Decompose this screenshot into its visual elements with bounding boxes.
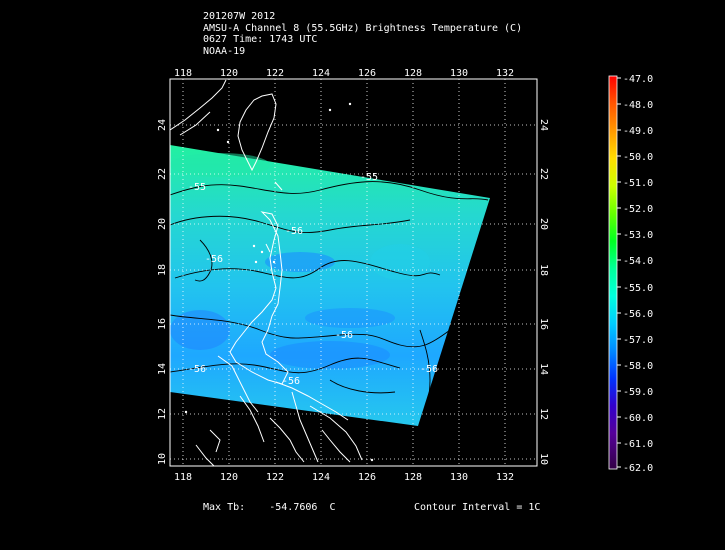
colorbar-label: -54.0: [623, 256, 653, 267]
colorbar-label: -56.0: [623, 309, 653, 320]
lat-tick: 16: [538, 318, 549, 330]
lat-tick: 18: [538, 264, 549, 276]
satellite-line: NOAA-19: [203, 45, 246, 57]
luzon-coastline: [229, 211, 289, 385]
colorbar-label: -48.0: [623, 100, 653, 111]
contour-label: -56: [335, 330, 353, 341]
lon-tick: 132: [496, 68, 514, 79]
brightness-swath: [170, 145, 490, 426]
header: 201207W 2012 AMSU-A Channel 8 (55.5GHz) …: [203, 11, 522, 57]
lat-tick: 14: [538, 363, 549, 375]
lat-tick: 10: [538, 453, 549, 465]
lon-tick: 132: [496, 472, 514, 483]
lat-tick: 20: [157, 218, 168, 230]
lon-tick: 130: [450, 68, 468, 79]
lat-tick: 22: [157, 168, 168, 180]
coastlines: [169, 79, 363, 467]
contour-label: -56: [188, 364, 206, 375]
contour-interval: Contour Interval = 1C: [414, 502, 541, 513]
lon-tick: 118: [174, 68, 192, 79]
grid-lines: [170, 79, 537, 466]
lon-tick: 128: [404, 472, 422, 483]
max-tb-readout: Max Tb: -54.7606 C: [203, 502, 336, 513]
lon-tick: 122: [266, 472, 284, 483]
colorbar-label: -60.0: [623, 413, 653, 424]
colorbar-scale: [608, 75, 618, 470]
storm-id-line: 201207W 2012: [203, 11, 276, 22]
lat-tick: 18: [157, 264, 168, 276]
colorbar-label: -61.0: [623, 439, 653, 450]
lon-ticks-bottom: 118 120 122 124 126 128 130 132: [174, 472, 514, 483]
lat-tick: 10: [157, 453, 168, 465]
colorbar-label: -50.0: [623, 152, 653, 163]
swath-layer: [170, 145, 490, 426]
lon-tick: 124: [312, 68, 330, 79]
colorbar-label: -53.0: [623, 230, 653, 241]
lon-tick: 124: [312, 472, 330, 483]
lon-tick: 118: [174, 472, 192, 483]
colorbar-label: -58.0: [623, 361, 653, 372]
max-tb-label: Max Tb:: [203, 502, 246, 513]
lat-tick: 12: [157, 408, 168, 420]
colorbar-label: -59.0: [623, 387, 653, 398]
lat-tick: 20: [538, 218, 549, 230]
lon-tick: 130: [450, 472, 468, 483]
taiwan-coastline: [237, 93, 277, 172]
contour-label: -56: [285, 226, 303, 237]
lon-tick: 122: [266, 68, 284, 79]
lat-tick: 22: [538, 168, 549, 180]
lat-tick: 12: [538, 408, 549, 420]
lon-tick: 120: [220, 68, 238, 79]
colorbar-label: -51.0: [623, 178, 653, 189]
contour-label: -56: [205, 254, 223, 265]
colorbar: -47.0 -48.0 -49.0 -50.0 -51.0 -52.0 -53.…: [608, 74, 653, 474]
lat-tick: 24: [157, 119, 168, 131]
colorbar-label: -55.0: [623, 283, 653, 294]
lon-tick: 126: [358, 68, 376, 79]
colorbar-label: -62.0: [623, 463, 653, 474]
lat-tick: 24: [538, 119, 549, 131]
contour-labels: -55 -55 -56 -56 -56 -56 -56 -56: [188, 172, 438, 387]
lat-ticks-left: 10 12 14 16 18 20 22 24: [157, 119, 168, 465]
contour-label: -55: [360, 172, 378, 183]
time-line: 0627 Time: 1743 UTC: [203, 34, 318, 45]
lat-tick: 14: [157, 363, 168, 375]
lat-tick: 16: [157, 318, 168, 330]
lon-ticks-top: 118 120 122 124 126 128 130 132: [174, 68, 514, 79]
max-tb-unit: C: [329, 502, 336, 513]
colorbar-label: -47.0: [623, 74, 653, 85]
plot-frame: [169, 78, 538, 467]
small-islands: [184, 102, 374, 462]
contour-label: -56: [282, 376, 300, 387]
lat-ticks-right: 10 12 14 16 18 20 22 24: [538, 119, 549, 465]
product-line: AMSU-A Channel 8 (55.5GHz) Brightness Te…: [203, 22, 523, 34]
colorbar-label: -57.0: [623, 335, 653, 346]
lon-tick: 120: [220, 472, 238, 483]
max-tb-value: -54.7606: [269, 502, 318, 513]
contour-lines: [170, 181, 489, 426]
lon-tick: 128: [404, 68, 422, 79]
colorbar-label: -49.0: [623, 126, 653, 137]
contour-label: -56: [420, 364, 438, 375]
colorbar-label: -52.0: [623, 204, 653, 215]
contour-label: -55: [188, 182, 206, 193]
lon-tick: 126: [358, 472, 376, 483]
